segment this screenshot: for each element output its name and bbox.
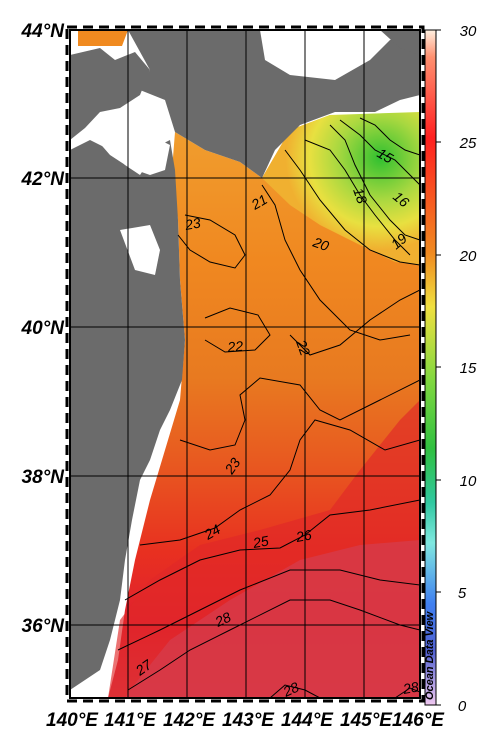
coastal-no-data-2 [120,225,160,275]
colorbar-tick-label: 0 [458,698,467,715]
map-border-ticks [65,25,425,703]
lon-label: 145°E [340,710,393,731]
colorbar: 30 25 20 15 10 5 0 [424,23,477,715]
colorbar-tick-label: 20 [459,248,477,265]
cold-water-patch [262,112,420,265]
contour-label: 24 [201,521,224,543]
map-frame [69,29,421,699]
contour-label: 25 [251,532,270,551]
lat-label: 38°N [22,467,66,488]
colorbar-tick-label: 10 [460,473,477,490]
lat-label: 40°N [21,318,66,339]
lon-label: 146°E [392,710,445,731]
contour-label: 26 [294,526,313,545]
lat-label: 42°N [21,169,66,190]
lat-label: 36°N [22,616,66,637]
contour-lines [117,117,420,698]
lon-label: 142°E [163,710,216,731]
colorbar-tick-label: 30 [460,23,477,40]
contour-label: 21 [248,191,270,213]
contour-label: 28 [280,679,302,701]
odv-credit: Ocean Data View [424,610,436,700]
colorbar-tick-label: 5 [458,585,467,602]
colorbar-tick-label: 25 [459,135,477,152]
contour-label: 23 [183,214,202,233]
latitude-labels: 44°N 42°N 40°N 38°N 36°N [21,21,66,637]
colorbar-gradient [424,29,437,706]
colorbar-ticks [436,29,441,706]
warmest-water-region [125,540,420,698]
data-patch-north [78,30,128,46]
lon-label: 144°E [281,710,334,731]
contour-label: 18 [350,186,370,206]
longitude-labels: 140°E 141°E 142°E 143°E 144°E 145°E 146°… [46,710,445,731]
lon-label: 143°E [222,710,275,731]
colorbar-tick-label: 15 [460,360,477,377]
lat-label: 44°N [21,21,66,42]
lon-label: 140°E [46,710,99,731]
contour-label: 20 [310,233,331,254]
lon-label: 141°E [104,710,157,731]
coastal-no-data [90,122,170,175]
contour-label: 23 [221,455,244,478]
contour-label: 28 [401,678,420,697]
contour-label: 15 [375,145,397,167]
contour-label: 22 [293,337,314,358]
contour-label: 28 [212,609,234,631]
contour-label: 22 [226,338,244,355]
